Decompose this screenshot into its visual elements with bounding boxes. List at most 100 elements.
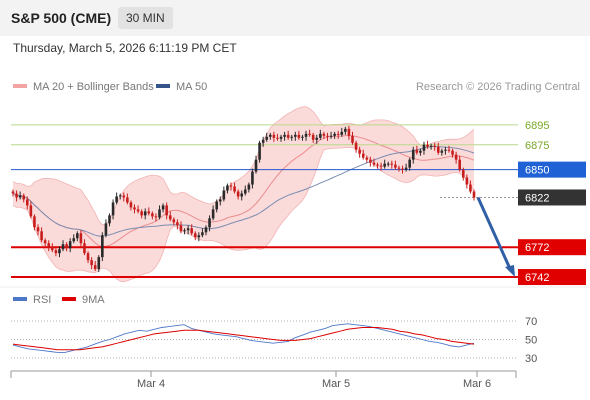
candle-body	[226, 185, 229, 191]
candle-body	[236, 191, 240, 197]
rsi-legend-swatch	[13, 297, 27, 301]
candle-body	[197, 235, 201, 238]
candle-body	[172, 219, 176, 223]
x-axis-ticks: Mar 4 Mar 5 Mar 6	[137, 371, 491, 390]
candle-body	[269, 134, 272, 137]
candle-body	[40, 231, 43, 241]
rsi-legend-label: RSI	[33, 294, 51, 306]
candle-body	[218, 199, 222, 202]
forecast-arrow	[476, 196, 515, 278]
support-price-tag	[518, 269, 586, 286]
candle-body	[186, 228, 190, 231]
candle-body	[451, 150, 454, 155]
resistance-level-label: 6895	[525, 120, 549, 132]
candle-body	[472, 191, 476, 198]
credit-label: Research © 2026 Trading Central	[416, 81, 580, 93]
candle-body	[433, 145, 436, 147]
candle-body	[354, 142, 358, 150]
ma20-line	[12, 134, 475, 248]
candle-body	[279, 136, 283, 139]
ma50-legend-label: MA 50	[176, 81, 207, 93]
candle-body	[415, 149, 419, 153]
timeframe-button[interactable]: 30 MIN	[118, 7, 173, 29]
x-tick-label: Mar 6	[463, 378, 491, 390]
candle-body	[90, 260, 93, 266]
candle-body	[372, 162, 376, 165]
pivot-level-label: 6850	[525, 165, 549, 177]
support-level-label: 6742	[525, 272, 549, 284]
candle-body	[11, 191, 15, 194]
last-level-label: 6822	[525, 192, 549, 204]
candle-body	[333, 133, 336, 136]
candle-body	[397, 167, 401, 169]
candle-body	[404, 167, 408, 170]
candle-body	[319, 133, 322, 138]
candle-body	[154, 216, 158, 218]
candle-body	[183, 230, 186, 232]
candle-body	[429, 145, 433, 147]
pivot-price-tag	[518, 161, 586, 178]
candle-body	[426, 144, 429, 147]
rsi-ma-line	[12, 327, 475, 351]
candle-body	[168, 215, 172, 220]
bollinger-lower-line	[12, 146, 475, 283]
candle-body	[294, 134, 297, 137]
candle-body	[215, 201, 218, 210]
bollinger-fill	[13, 106, 474, 282]
candle-body	[297, 134, 301, 138]
candle-body	[201, 232, 204, 236]
bollinger-legend-swatch	[13, 84, 27, 88]
candle-body	[394, 164, 397, 168]
candle-body	[118, 195, 122, 197]
candle-body	[390, 163, 394, 165]
candle-body	[129, 202, 133, 208]
bollinger-legend-label: MA 20 + Bollinger Bands	[33, 81, 154, 93]
candle-body	[133, 207, 136, 210]
candle-body	[97, 257, 101, 270]
candle-body	[136, 209, 140, 212]
candle-body	[83, 243, 86, 254]
candle-body	[419, 150, 422, 153]
candle-body	[101, 235, 104, 258]
candle-body	[383, 163, 386, 167]
candle-body	[18, 195, 22, 198]
candle-body	[376, 164, 379, 166]
ma50-legend-swatch	[156, 84, 170, 88]
candle-body	[369, 159, 372, 163]
candle-body	[86, 253, 90, 261]
candle-body	[301, 136, 304, 138]
level-lines: 6895 6875 6850 6822 6772 6742	[11, 120, 586, 286]
candle-body	[243, 189, 247, 194]
candle-body	[347, 128, 351, 136]
candle-body	[208, 218, 211, 228]
candle-body	[147, 211, 151, 214]
candle-body	[379, 165, 383, 167]
candle-body	[15, 193, 18, 198]
candle-body	[204, 227, 208, 233]
candle-body	[54, 250, 58, 254]
candle-body	[111, 202, 115, 216]
candle-body	[76, 233, 79, 239]
rsi-tick-label: 30	[525, 353, 537, 365]
candle-body	[151, 213, 154, 217]
candle-body	[251, 171, 254, 185]
candle-body	[283, 134, 286, 137]
rsi-tick-label: 50	[525, 335, 537, 347]
candle-body	[454, 154, 458, 160]
candle-body	[93, 265, 97, 270]
candle-body	[193, 233, 197, 238]
rsi-tick-label: 70	[525, 316, 537, 328]
rsi-ma-legend-label: 9MA	[82, 294, 105, 306]
candle-body	[108, 215, 111, 224]
candle-body	[290, 136, 294, 138]
symbol-title: S&P 500 (CME)	[11, 10, 112, 26]
x-tick-label: Mar 5	[322, 378, 350, 390]
support-level-label: 6772	[525, 242, 549, 254]
candle-body	[158, 209, 161, 218]
candle-body	[436, 146, 440, 153]
rsi-panel: 70 50 30	[11, 316, 537, 365]
x-tick-label: Mar 4	[137, 378, 165, 390]
candle-body	[140, 211, 143, 216]
candle-body	[365, 157, 369, 160]
